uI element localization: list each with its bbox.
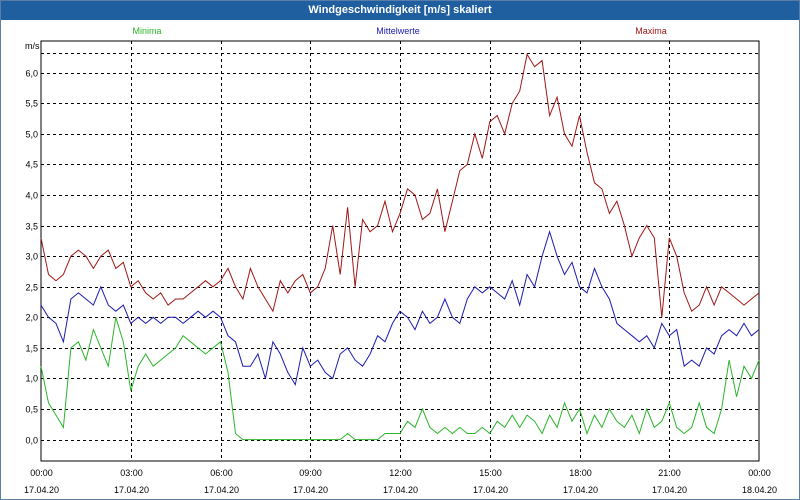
x-tick-time: 15:00: [479, 468, 502, 478]
y-tick-label: 2,0: [25, 313, 38, 323]
x-tick-time: 03:00: [120, 468, 143, 478]
y-tick-label: 4,0: [25, 191, 38, 201]
x-tick-time: 00:00: [748, 468, 771, 478]
y-axis-label: m/s: [25, 41, 40, 51]
x-tick-date: 17.04.20: [563, 485, 598, 495]
y-tick-label: 4,5: [25, 160, 38, 170]
x-tick-date: 17.04.20: [114, 485, 149, 495]
x-tick-date: 17.04.20: [24, 485, 59, 495]
y-tick-label: 6,0: [25, 69, 38, 79]
y-tick-label: 0,5: [25, 405, 38, 415]
y-tick-label: 1,5: [25, 344, 38, 354]
y-tick-label: 3,5: [25, 222, 38, 232]
series-line-minima: [40, 317, 760, 441]
y-tick-label: 3,0: [25, 252, 38, 262]
y-tick-label: 1,0: [25, 374, 38, 384]
y-tick-label: 5,0: [25, 130, 38, 140]
x-tick-time: 12:00: [389, 468, 412, 478]
chart-title: Windgeschwindigkeit [m/s] skaliert: [1, 1, 799, 20]
x-tick-date: 17.04.20: [473, 485, 508, 495]
legend-minima: Minima: [132, 26, 161, 36]
legend-mittelwerte: Mittelwerte: [376, 26, 420, 36]
legend-maxima: Maxima: [635, 26, 667, 36]
x-tick-time: 06:00: [210, 468, 233, 478]
x-tick-time: 21:00: [658, 468, 681, 478]
x-tick-date: 17.04.20: [204, 485, 239, 495]
series-line-mittelwerte: [40, 229, 760, 386]
x-tick-date: 17.04.20: [652, 485, 687, 495]
x-tick-time: 00:00: [30, 468, 53, 478]
x-tick-date: 17.04.20: [383, 485, 418, 495]
y-tick-label: 0,0: [25, 436, 38, 446]
x-tick-time: 18:00: [569, 468, 592, 478]
x-tick-date: 18.04.20: [742, 485, 777, 495]
x-tick-date: 17.04.20: [293, 485, 328, 495]
y-tick-label: 5,5: [25, 99, 38, 109]
y-tick-label: 2,5: [25, 283, 38, 293]
series-line-maxima: [40, 53, 760, 318]
x-tick-time: 09:00: [299, 468, 322, 478]
